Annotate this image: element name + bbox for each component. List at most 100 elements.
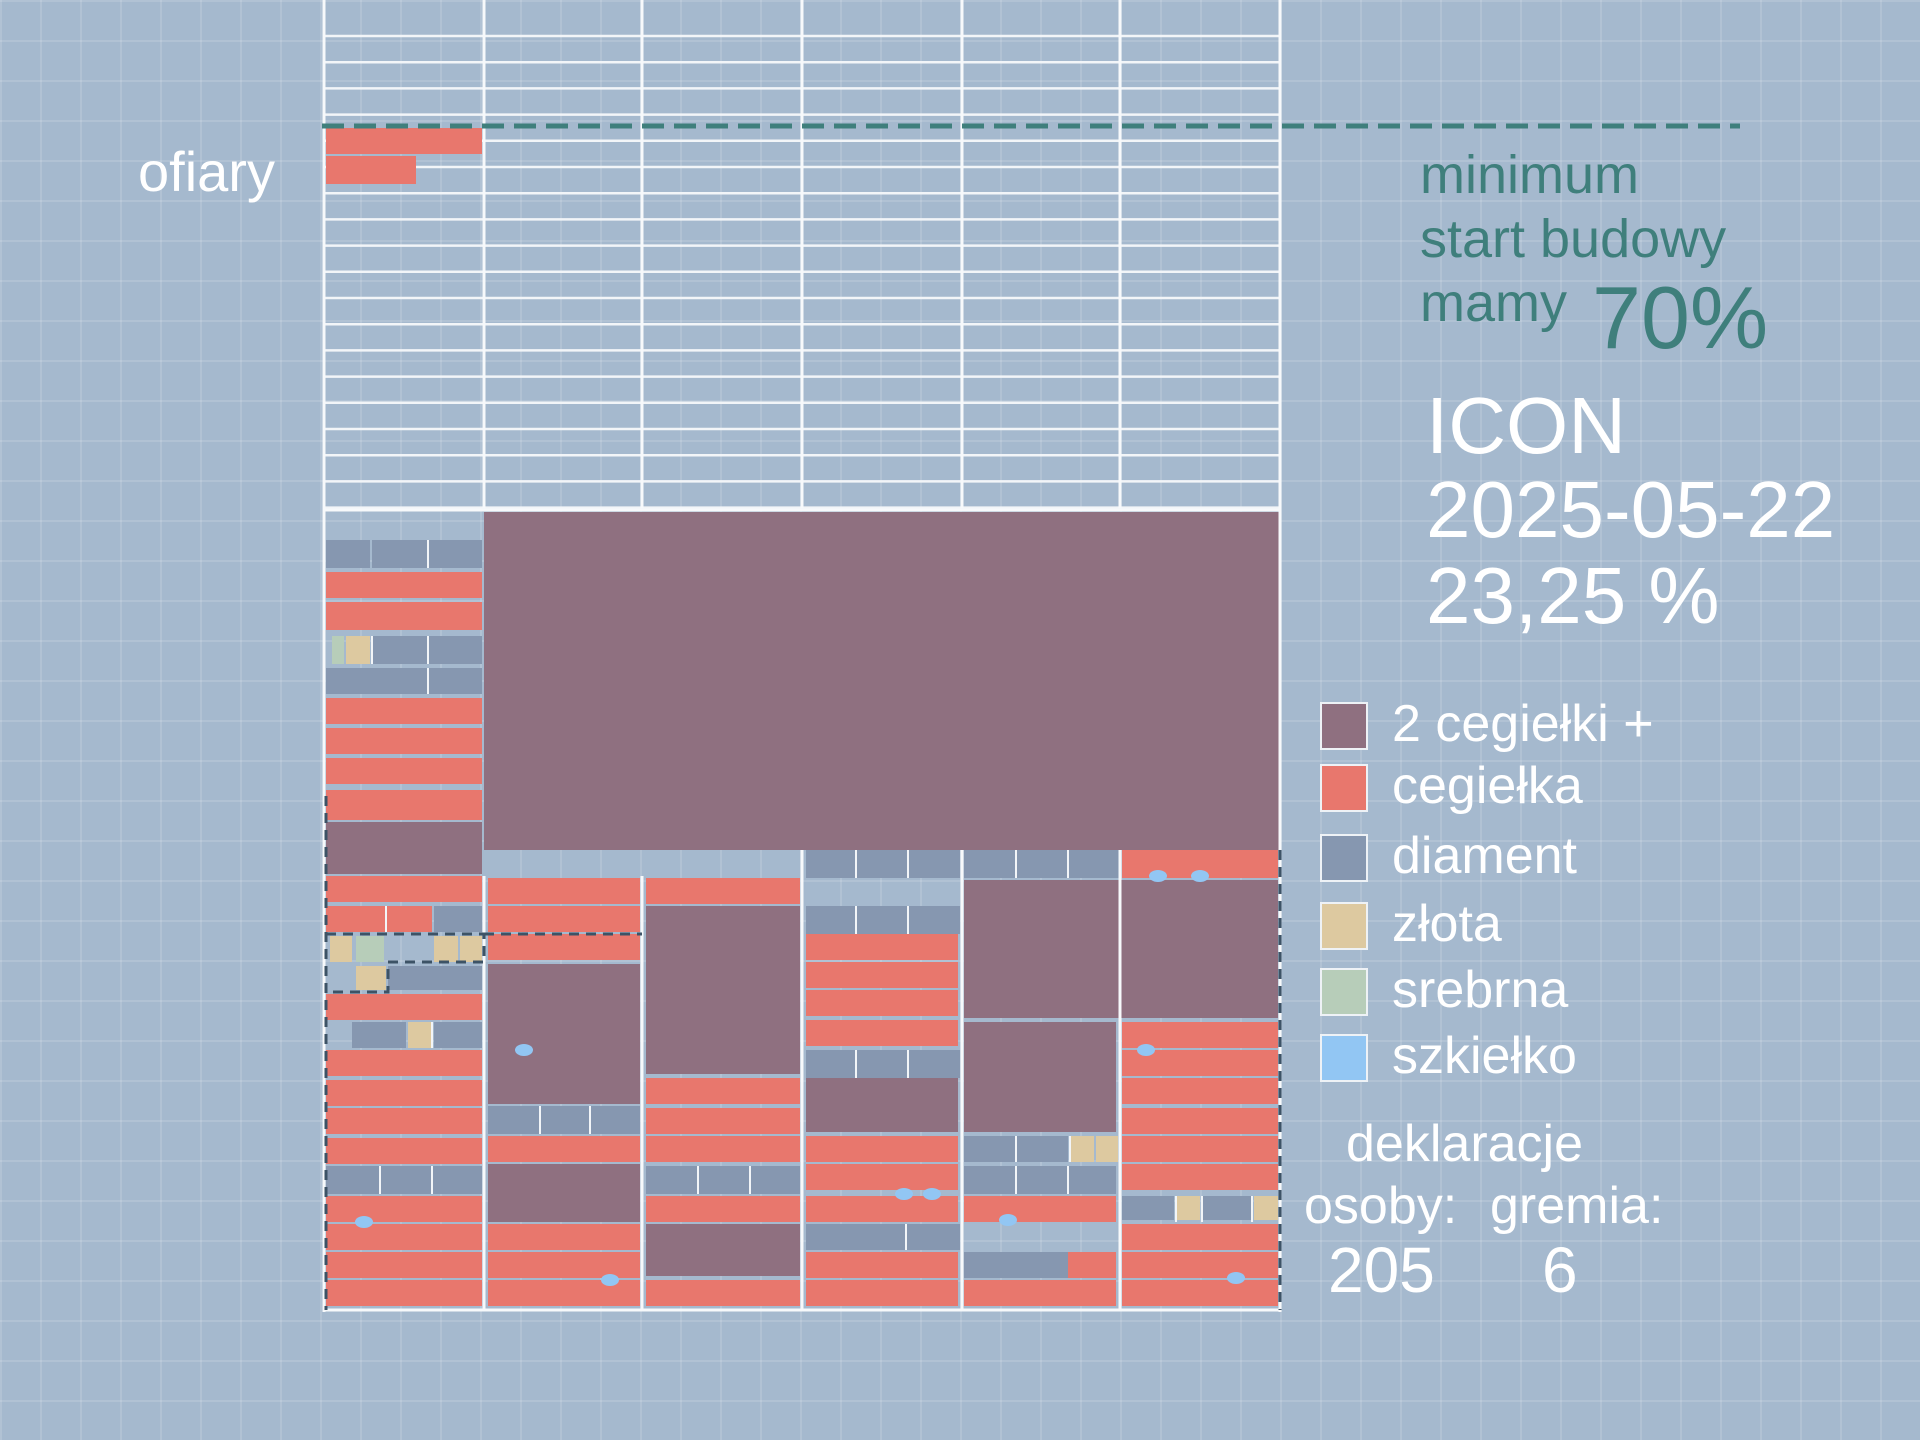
red-brick (646, 1078, 800, 1104)
legend-swatch (1320, 968, 1368, 1016)
red-brick (488, 934, 640, 960)
glass-marker (1137, 1044, 1155, 1056)
status-progress: 23,25 % (1426, 551, 1720, 640)
blue-brick (806, 850, 960, 878)
status-date: 2025-05-22 (1426, 465, 1836, 554)
status-title: ICON (1426, 381, 1626, 470)
glass-marker (601, 1274, 619, 1286)
gold-brick (408, 1022, 432, 1048)
red-brick (326, 156, 416, 184)
purple-block (326, 822, 482, 874)
red-brick (326, 758, 482, 784)
blue-brick (806, 1050, 960, 1078)
legend-swatch (1320, 834, 1368, 882)
red-brick (326, 1224, 482, 1250)
legend-label: diament (1392, 827, 1577, 885)
minimum-percent: 70% (1592, 268, 1769, 367)
red-brick (646, 1136, 800, 1162)
red-brick (646, 1280, 800, 1306)
legend-label: 2 cegiełki + (1392, 695, 1654, 753)
gold-brick (346, 636, 370, 664)
silver-brick (356, 936, 384, 962)
red-brick (806, 1020, 958, 1046)
bricks-srebrna (332, 636, 384, 962)
persons-value: 205 (1328, 1234, 1435, 1306)
red-brick (326, 790, 482, 820)
red-brick (806, 1164, 958, 1190)
red-brick (964, 1196, 1116, 1222)
red-brick (646, 1108, 800, 1134)
red-brick (326, 906, 432, 932)
red-brick (806, 990, 958, 1016)
legend-swatch (1320, 764, 1368, 812)
red-brick (488, 1280, 640, 1306)
gold-brick (460, 936, 482, 962)
purple-block-main (484, 512, 1280, 850)
red-brick (326, 728, 482, 754)
red-brick (326, 1252, 482, 1278)
blue-brick (964, 1166, 1116, 1194)
glass-marker (923, 1188, 941, 1200)
ofiary-label: ofiary (138, 140, 275, 203)
blue-brick (434, 1022, 482, 1048)
gold-brick (356, 966, 386, 990)
blue-brick (326, 668, 482, 694)
blue-brick (1202, 1196, 1252, 1220)
red-brick (326, 698, 482, 724)
red-brick (806, 962, 958, 988)
red-brick (488, 1224, 640, 1250)
red-brick (326, 572, 482, 598)
red-brick (488, 1252, 640, 1278)
blue-brick (326, 540, 370, 568)
red-brick (488, 878, 640, 904)
start-budowy-label: start budowy (1420, 209, 1727, 269)
legend-swatch (1320, 902, 1368, 950)
red-brick (1122, 1164, 1278, 1190)
glass-marker (1191, 870, 1209, 882)
legend-swatch (1320, 1034, 1368, 1082)
red-brick (1122, 1108, 1278, 1134)
minimum-label: minimum (1420, 145, 1640, 205)
red-brick (326, 994, 482, 1020)
red-brick (1122, 1224, 1278, 1250)
red-brick (1122, 1280, 1278, 1306)
red-brick (326, 128, 482, 154)
gold-brick (1254, 1196, 1278, 1220)
gold-brick (330, 936, 352, 962)
glass-marker (895, 1188, 913, 1200)
gold-brick (1176, 1196, 1200, 1220)
red-brick (326, 1138, 482, 1164)
blue-brick (964, 1252, 1068, 1278)
red-brick (806, 1280, 958, 1306)
red-brick (646, 1196, 800, 1222)
red-brick (326, 602, 482, 630)
red-brick (326, 1280, 482, 1306)
glass-marker (515, 1044, 533, 1056)
blue-brick (1122, 1196, 1174, 1220)
red-brick (488, 906, 640, 932)
red-brick (1122, 1078, 1278, 1104)
purple-block (488, 964, 640, 1104)
glass-marker (355, 1216, 373, 1228)
legend-swatch (1320, 702, 1368, 750)
legend-label: złota (1392, 895, 1502, 953)
bricks-szkielko (355, 870, 1245, 1286)
blue-brick (964, 850, 1120, 878)
blue-brick (388, 966, 482, 990)
brick-joints (371, 540, 1253, 1250)
purple-block (488, 1164, 640, 1222)
declarations-title: deklaracje (1346, 1115, 1584, 1173)
dashed-outlines (324, 796, 1282, 1310)
groups-label: gremia: (1490, 1177, 1664, 1235)
blue-brick (326, 1166, 482, 1194)
red-brick (326, 1196, 482, 1222)
glass-marker (1227, 1272, 1245, 1284)
red-brick (326, 876, 482, 902)
legend-label: srebrna (1392, 961, 1569, 1019)
red-brick (964, 1280, 1116, 1306)
glass-marker (1149, 870, 1167, 882)
blue-brick (646, 1166, 800, 1194)
red-brick (1122, 1022, 1278, 1048)
red-brick (488, 1136, 640, 1162)
